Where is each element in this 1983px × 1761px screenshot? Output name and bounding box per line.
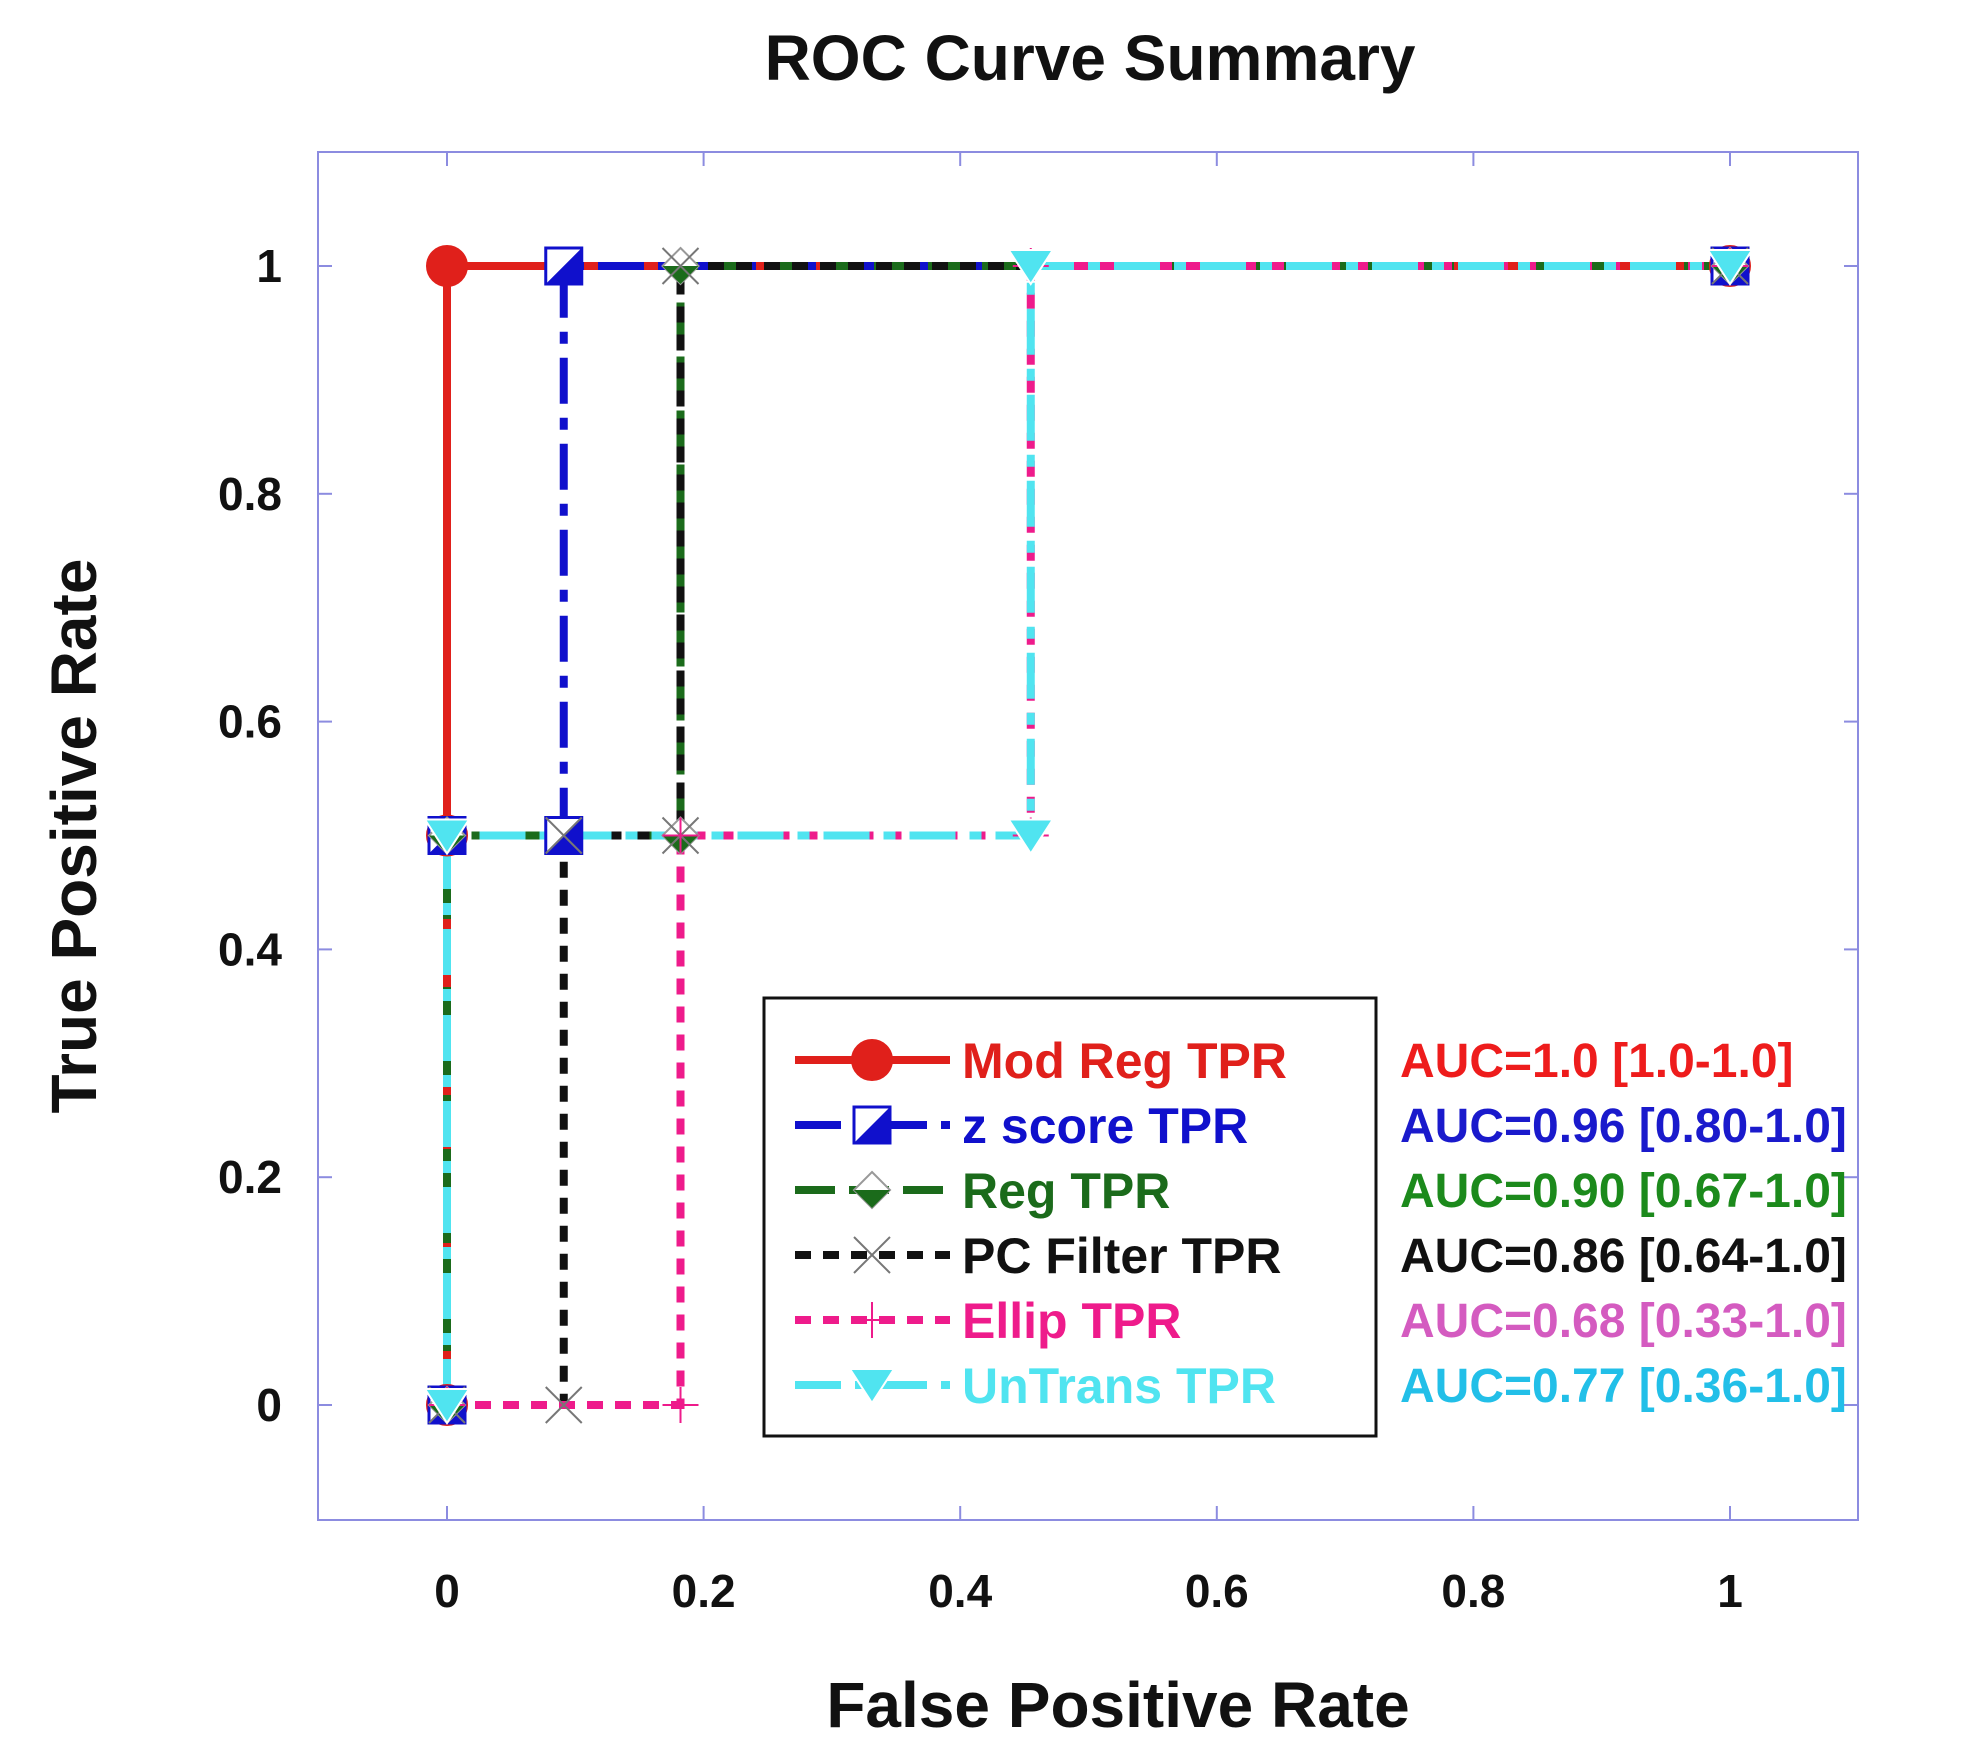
auc-label-2: AUC=0.90 [0.67-1.0] — [1400, 1165, 1847, 1218]
series-0-point-2 — [426, 245, 468, 287]
series-2-point-3-fill — [662, 266, 699, 284]
auc-label-3: AUC=0.86 [0.64-1.0] — [1400, 1230, 1847, 1283]
series-3-point-4 — [661, 247, 700, 285]
legend-box — [762, 996, 1378, 1438]
legend-marker-1-fill — [854, 1107, 890, 1143]
series-5-point-3 — [1006, 249, 1055, 286]
legend-marker-2-fill — [854, 1190, 890, 1208]
plot-frame — [317, 151, 1859, 1521]
y-tick-label: 0.2 — [218, 1151, 282, 1203]
series-1-point-3-fill — [545, 248, 582, 284]
x-tick-label: 0.8 — [1441, 1565, 1505, 1617]
series-5-point-2 — [1006, 818, 1055, 856]
y-axis-title: True Positive Rate — [38, 559, 110, 1114]
auc-label-4: AUC=0.68 [0.33-1.0] — [1400, 1295, 1847, 1348]
auc-label-5: AUC=0.77 [0.36-1.0] — [1400, 1360, 1847, 1413]
legend-marker-0 — [851, 1039, 893, 1081]
series-5-point-1 — [423, 818, 471, 856]
x-axis-title: False Positive Rate — [826, 1669, 1409, 1741]
legend-label-3: PC Filter TPR — [962, 1228, 1281, 1284]
legend-marker-4 — [854, 1302, 890, 1338]
legend-marker-3 — [853, 1236, 891, 1274]
series-4-point-1 — [662, 1387, 699, 1423]
legend-label-1: z score TPR — [962, 1098, 1248, 1154]
y-tick-label: 0.6 — [218, 696, 282, 748]
x-tick-label: 0 — [434, 1565, 460, 1617]
y-tick-label: 1 — [256, 240, 282, 292]
series-3-point-1 — [545, 1386, 583, 1424]
series-3-point-2 — [545, 816, 583, 855]
x-tick-label: 0.4 — [928, 1565, 992, 1617]
series-5-point-0 — [423, 1388, 471, 1425]
auc-label-1: AUC=0.96 [0.80-1.0] — [1400, 1100, 1847, 1153]
legend-entries: Mod Reg TPR z score TPR Reg TPR PC Filter T… — [795, 1033, 1287, 1414]
legend-label-4: Ellip TPR — [962, 1293, 1181, 1349]
chart-title: ROC Curve Summary — [765, 22, 1416, 94]
y-tick-label: 0 — [256, 1379, 282, 1431]
y-tick-label: 0.8 — [218, 468, 282, 520]
legend-label-5: UnTrans TPR — [962, 1358, 1276, 1414]
x-tick-label: 0.6 — [1185, 1565, 1249, 1617]
auc-labels: AUC=1.0 [1.0-1.0] AUC=0.96 [0.80-1.0] AUC=… — [1400, 1035, 1847, 1413]
x-tick-label: 0.2 — [672, 1565, 736, 1617]
legend-marker-5 — [848, 1368, 896, 1405]
series-4-point-2 — [662, 817, 699, 854]
auc-label-0: AUC=1.0 [1.0-1.0] — [1400, 1035, 1794, 1088]
marker-layer — [423, 245, 1754, 1426]
legend-label-0: Mod Reg TPR — [962, 1033, 1287, 1089]
series-5-point-4 — [1706, 249, 1754, 286]
axis-ticks: 0 0.2 0.4 0.6 0.8 1 0 0.2 0.4 0.6 0.8 1 — [218, 152, 1858, 1617]
legend-label-2: Reg TPR — [962, 1163, 1170, 1219]
y-tick-label: 0.4 — [218, 923, 282, 975]
legend: Mod Reg TPR z score TPR Reg TPR PC Filter T… — [762, 996, 1378, 1438]
x-tick-label: 1 — [1717, 1565, 1743, 1617]
